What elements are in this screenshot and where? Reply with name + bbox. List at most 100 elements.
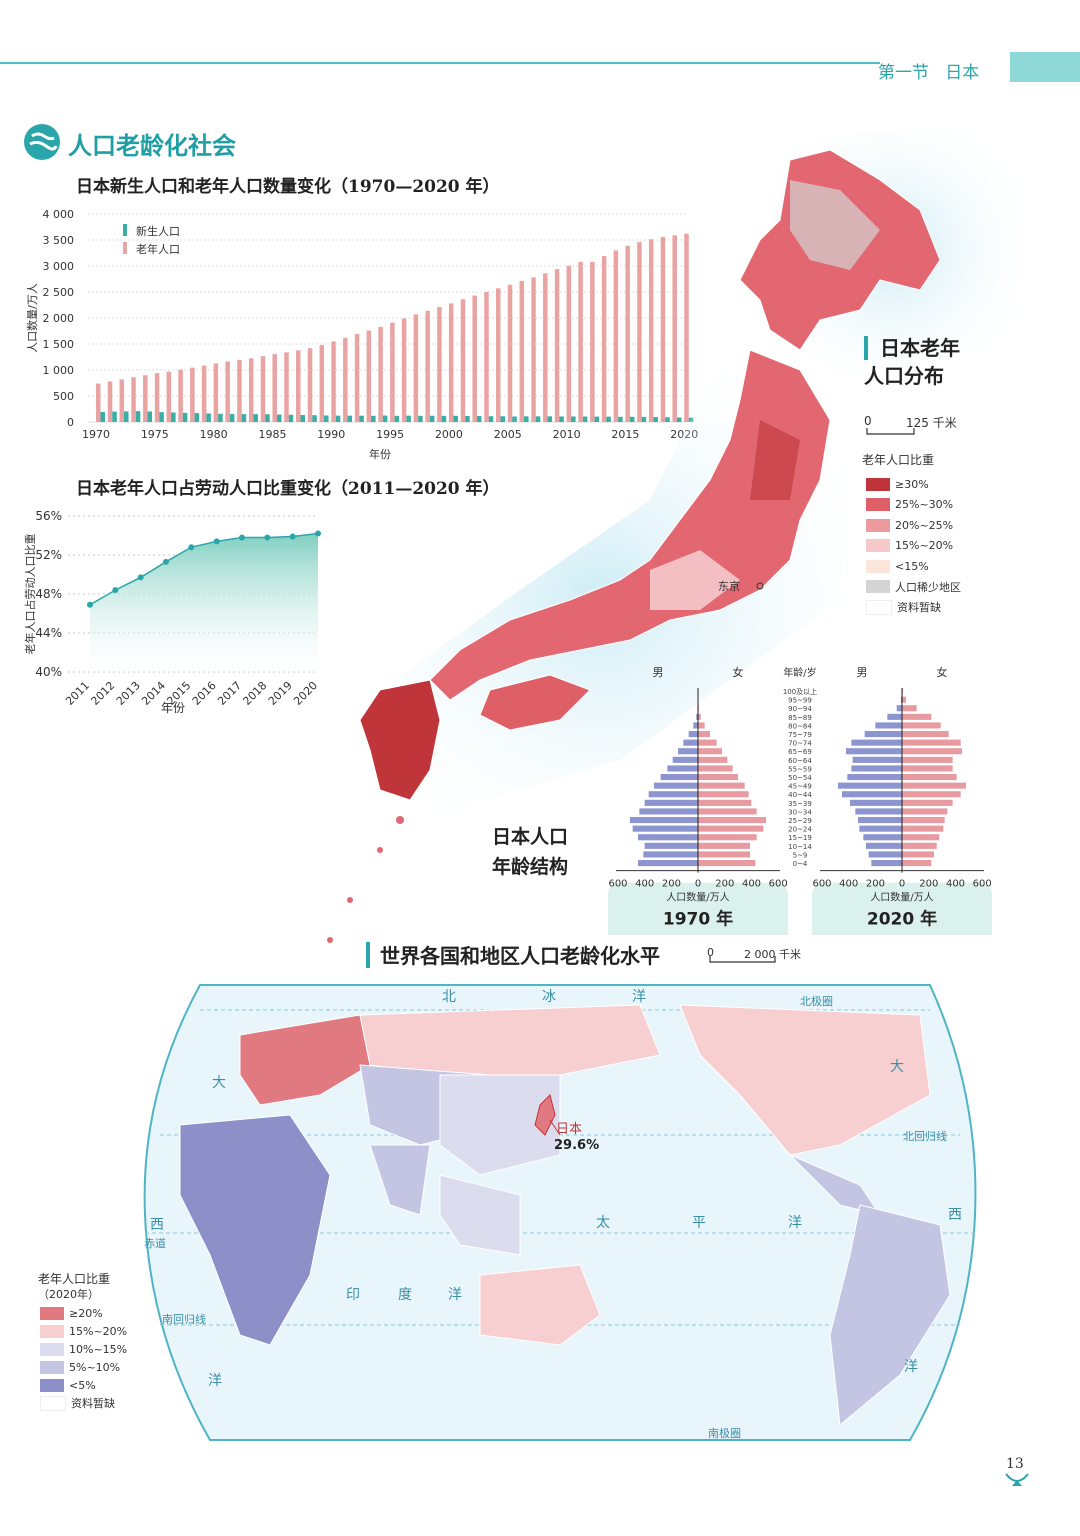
male-bar — [683, 739, 698, 746]
legend-label: 20%~25% — [895, 518, 954, 532]
newborn-bar — [371, 415, 376, 422]
male-bar — [644, 842, 698, 849]
pyramid-x-tick: 400 — [839, 879, 858, 890]
legend-item: 资料暂缺 — [866, 597, 961, 618]
newborn-bar — [147, 411, 153, 422]
male-bar — [847, 774, 902, 781]
male-bar — [900, 696, 902, 703]
legend-item: 10%~15% — [40, 1340, 127, 1358]
male-bar — [632, 825, 698, 832]
male-bar — [875, 722, 902, 729]
elderly-bar — [190, 367, 195, 422]
male-bar — [688, 731, 698, 738]
female-bar — [698, 817, 766, 824]
newborn-bar — [676, 417, 682, 422]
female-bar — [902, 722, 941, 729]
elderly-bar — [684, 233, 689, 422]
legend-item: <5% — [40, 1376, 127, 1394]
female-bar — [902, 748, 962, 755]
elderly-bar — [519, 281, 525, 422]
newborn-bar — [618, 416, 623, 422]
map-label: 南回归线 — [162, 1312, 206, 1326]
ratio-point — [163, 558, 169, 565]
pyramid-x-tick: 200 — [919, 879, 938, 890]
newborn-bar — [394, 415, 400, 422]
ratio-line — [89, 532, 319, 606]
female-bar — [698, 825, 764, 832]
ratio-point — [289, 533, 296, 540]
globe-icon — [24, 124, 60, 160]
japan-scale-zero: 0 — [864, 414, 872, 428]
world-scale-zero: 0 — [707, 946, 714, 959]
age-tick-label: 35~39 — [788, 800, 812, 808]
page-number: 13 — [1006, 1456, 1024, 1472]
male-bar — [667, 765, 698, 772]
newborn-bar — [547, 416, 553, 422]
ratio-point — [315, 530, 321, 537]
female-bar — [698, 860, 756, 867]
newborn-bar — [559, 416, 564, 422]
y-tick-label: 52% — [35, 548, 62, 562]
elderly-bar — [507, 284, 513, 422]
pyramid-x-tick: 0 — [695, 879, 701, 890]
age-tick-label: 40~44 — [788, 791, 812, 799]
newborn-bar — [300, 414, 305, 422]
female-bar — [698, 774, 738, 781]
age-tick-label: 15~19 — [788, 834, 812, 842]
female-bar — [902, 860, 932, 867]
map-title-accent — [864, 336, 868, 360]
elderly-bar — [448, 303, 454, 422]
age-tick-label: 90~94 — [788, 705, 812, 713]
pyramid-x-tick: 600 — [769, 879, 788, 890]
continent-india — [369, 1144, 431, 1216]
legend-swatch — [40, 1360, 64, 1374]
y-tick-label: 4 000 — [43, 208, 75, 221]
country-label: 日本 — [945, 63, 980, 83]
y-tick-label: 1 000 — [43, 364, 75, 377]
pyramid-footer-bg — [608, 882, 788, 935]
elderly-bar — [484, 291, 489, 422]
female-bar — [902, 765, 953, 772]
newborn-bar — [665, 417, 670, 422]
x-tick-label: 2019 — [266, 679, 295, 708]
ratio-point — [137, 574, 144, 581]
elderly-bar — [319, 345, 325, 422]
world-scale-bar — [709, 956, 776, 963]
age-tick-label: 60~64 — [788, 757, 812, 765]
newborn-bar — [182, 412, 188, 422]
newborn-bar — [429, 415, 435, 422]
elderly-bar — [107, 381, 113, 422]
male-bar — [871, 860, 902, 867]
female-bar — [698, 731, 710, 738]
newborn-bar — [606, 416, 611, 422]
ratio-point — [112, 587, 119, 594]
female-bar — [902, 782, 966, 789]
section-title: 人口老龄化社会 — [68, 132, 236, 160]
male-bar — [696, 713, 698, 720]
map-label: 度 — [398, 1287, 412, 1303]
y-tick-label: 48% — [35, 587, 62, 601]
newborn-bar — [324, 415, 329, 422]
newborn-bar — [335, 415, 341, 422]
map-label: 北回归线 — [903, 1129, 947, 1143]
x-tick-label: 2015 — [611, 428, 639, 441]
elderly-bar — [637, 242, 642, 422]
pyramid-x-tick: 200 — [715, 879, 734, 890]
newborn-bar — [218, 413, 223, 422]
elderly-bar — [366, 330, 372, 422]
elderly-bar — [378, 326, 383, 422]
newborn-bar — [641, 416, 647, 422]
age-tick-label: 45~49 — [788, 783, 812, 791]
legend-label: 15%~20% — [69, 1324, 128, 1338]
newborn-bar — [441, 415, 447, 422]
map-label: 大 — [212, 1075, 226, 1091]
pyramid-x-label: 人口数量/万人 — [666, 891, 729, 904]
male-bar — [896, 705, 902, 712]
female-bar — [698, 808, 757, 815]
japan-scale-distance: 125 千米 — [906, 416, 957, 430]
newborn-bar — [382, 415, 388, 422]
x-tick-label: 2016 — [190, 679, 219, 708]
japan-map-title: 日本老年 — [880, 334, 960, 362]
female-bar — [698, 791, 749, 798]
male-label: 男 — [857, 666, 868, 679]
